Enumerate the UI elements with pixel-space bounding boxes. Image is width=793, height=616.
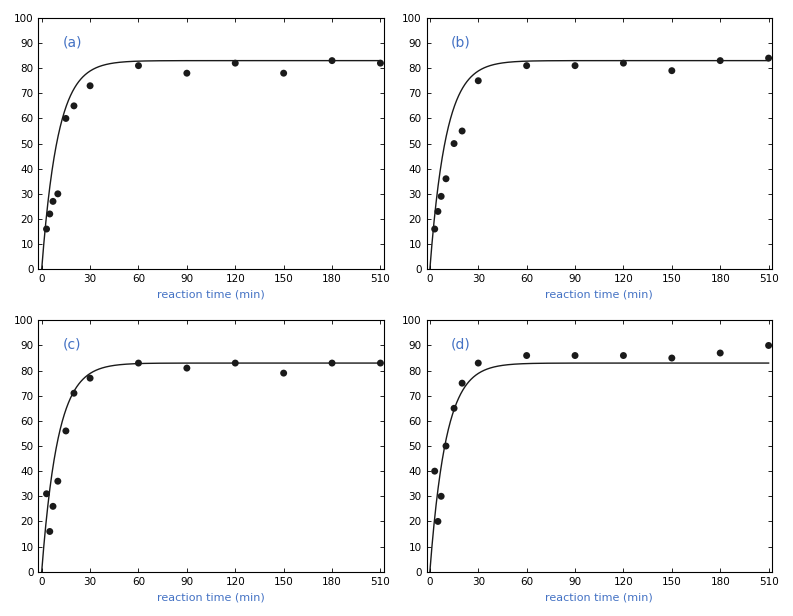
Point — [569, 351, 581, 360]
Point — [229, 58, 242, 68]
Point — [132, 61, 145, 71]
Point — [278, 68, 290, 78]
Point — [374, 358, 387, 368]
Point — [52, 476, 64, 486]
Point — [569, 61, 581, 71]
X-axis label: reaction time (min): reaction time (min) — [546, 290, 653, 299]
X-axis label: reaction time (min): reaction time (min) — [546, 592, 653, 602]
Point — [59, 113, 72, 123]
Point — [52, 189, 64, 199]
Text: (c): (c) — [63, 338, 81, 352]
Point — [617, 351, 630, 360]
Point — [84, 81, 97, 91]
X-axis label: reaction time (min): reaction time (min) — [157, 592, 265, 602]
Point — [762, 341, 775, 351]
Point — [374, 58, 387, 68]
Point — [47, 197, 59, 206]
Point — [428, 224, 441, 234]
Point — [59, 426, 72, 436]
Point — [472, 358, 485, 368]
Point — [456, 126, 469, 136]
Point — [435, 492, 447, 501]
Point — [44, 527, 56, 537]
Point — [431, 206, 444, 216]
Point — [762, 53, 775, 63]
Point — [326, 55, 339, 65]
Point — [431, 516, 444, 526]
Text: (b): (b) — [450, 36, 470, 49]
Point — [665, 66, 678, 76]
Point — [439, 441, 452, 451]
Point — [67, 388, 80, 398]
Point — [520, 351, 533, 360]
Point — [435, 192, 447, 201]
Point — [520, 61, 533, 71]
Point — [181, 363, 193, 373]
Point — [181, 68, 193, 78]
Point — [278, 368, 290, 378]
Point — [439, 174, 452, 184]
Point — [84, 373, 97, 383]
Point — [448, 139, 461, 148]
Point — [40, 224, 53, 234]
Point — [47, 501, 59, 511]
Point — [665, 353, 678, 363]
Point — [617, 58, 630, 68]
Point — [472, 76, 485, 86]
Text: (d): (d) — [450, 338, 470, 352]
X-axis label: reaction time (min): reaction time (min) — [157, 290, 265, 299]
Point — [428, 466, 441, 476]
Point — [714, 348, 726, 358]
Point — [44, 209, 56, 219]
Point — [456, 378, 469, 388]
Point — [326, 358, 339, 368]
Point — [229, 358, 242, 368]
Point — [132, 358, 145, 368]
Point — [448, 403, 461, 413]
Point — [67, 101, 80, 111]
Point — [714, 55, 726, 65]
Point — [40, 489, 53, 499]
Text: (a): (a) — [63, 36, 82, 49]
